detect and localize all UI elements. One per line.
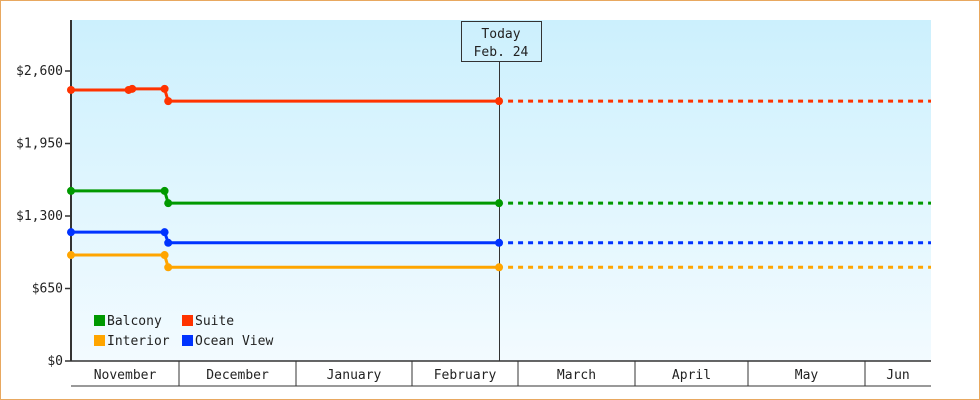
data-point [164,238,173,247]
x-tick-label: November [94,368,157,383]
data-point [128,84,137,93]
data-point [160,228,169,237]
data-point [164,97,173,106]
x-tick-label: April [672,368,711,383]
series-line-interior [71,253,500,269]
data-point [67,85,75,94]
legend-label: Suite [195,314,234,329]
x-tick-label: Jun [886,368,909,383]
data-point [160,84,169,93]
legend-label: Balcony [107,314,162,329]
data-point [495,263,504,272]
data-point [67,228,75,237]
legend-swatch [182,315,193,326]
data-point [160,251,169,260]
series-line-balcony [71,189,500,205]
y-tick-label: $650 [32,282,63,297]
data-point [164,199,173,208]
x-tick-label: May [795,368,819,383]
data-point [67,186,75,195]
x-tick-label: March [557,368,596,383]
legend-swatch [182,335,193,346]
x-tick-label: January [327,368,382,383]
legend-label: Ocean View [195,334,273,349]
y-tick-label: $0 [47,354,63,369]
data-point [160,186,169,195]
data-point [67,251,75,260]
legend-swatch [94,315,105,326]
legend-swatch [94,335,105,346]
data-point [495,238,504,247]
y-tick-label: $1,300 [16,209,63,224]
x-tick-label: December [206,368,269,383]
today-label: Today [481,27,520,42]
x-tick-label: February [434,368,497,383]
series-line-suite [71,87,500,103]
plot-area [71,20,931,361]
data-point [164,263,173,272]
series-line-ocean-view [71,230,500,245]
today-box [461,21,542,62]
y-tick-label: $2,600 [16,64,63,79]
today-date: Feb. 24 [474,45,529,60]
data-point [495,97,504,106]
legend-label: Interior [107,334,170,349]
data-point [495,199,504,208]
y-tick-label: $1,950 [16,137,63,152]
